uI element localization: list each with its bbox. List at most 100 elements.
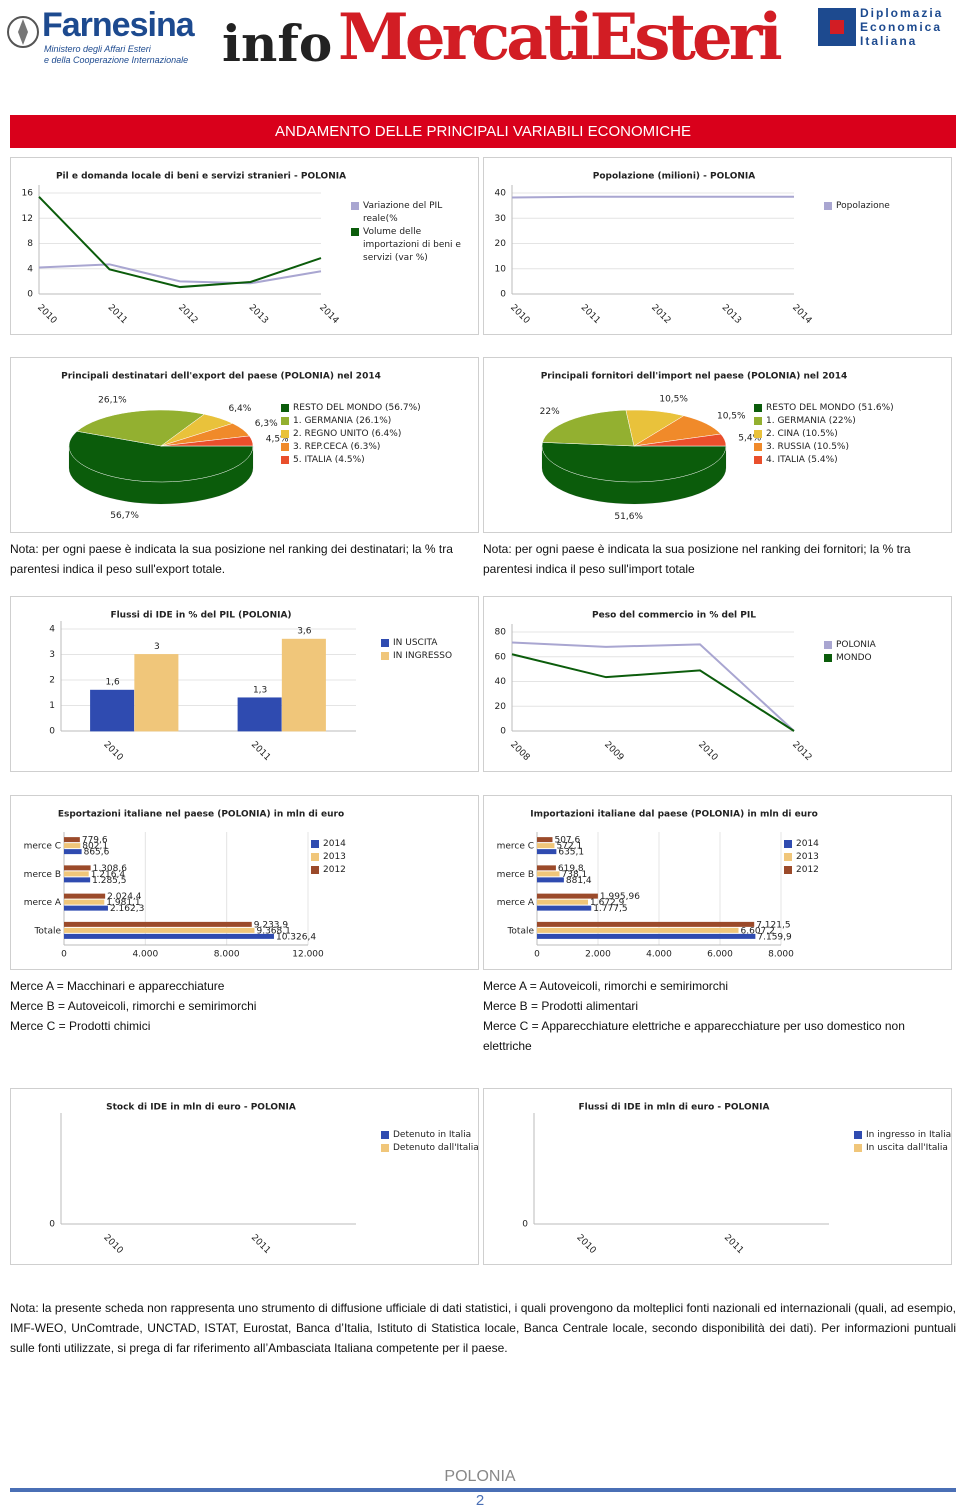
legend-swatch: [351, 228, 359, 236]
y-tick-label: 80: [495, 628, 507, 638]
x-tick-label: 2011: [722, 1233, 745, 1256]
x-tick-label: 0: [61, 950, 67, 960]
bar: [64, 877, 91, 883]
legend-label: MONDO: [836, 653, 872, 663]
data-label: 1.777,5: [593, 904, 627, 914]
y-tick-label: 4: [27, 264, 33, 274]
data-label: 6.607,2: [741, 926, 775, 936]
logo-right-line: Diplomazia: [860, 6, 944, 20]
legend-label: 3. REP.CECA (6.3%): [293, 442, 381, 452]
note: Merce A = Macchinari e apparecchiature M…: [10, 976, 470, 1036]
note-line: Merce A = Autoveicoli, rimorchi e semiri…: [483, 979, 729, 993]
footer-country: POLONIA: [444, 1468, 516, 1485]
pie-slice: [160, 435, 254, 447]
x-tick-label: 2010: [696, 740, 719, 763]
bar: [64, 905, 108, 911]
data-label: 2.162,3: [110, 904, 144, 914]
line-series: [511, 653, 795, 732]
legend-label: In ingresso in Italia: [866, 1130, 952, 1140]
x-tick-label: 2013: [247, 303, 270, 326]
legend: Popolazione: [824, 200, 949, 213]
legend-item: 2013: [784, 851, 864, 864]
legend-swatch: [754, 456, 762, 464]
x-tick-label: 12.000: [292, 950, 324, 960]
pie-slice: [76, 409, 205, 447]
line-series: [38, 196, 322, 289]
pie-slice: [68, 431, 254, 483]
bar: [64, 849, 82, 855]
note-line: Merce C = Prodotti chimici: [10, 1019, 151, 1033]
chart-title: Pil e domanda locale di beni e servizi s…: [56, 172, 346, 182]
data-label: 1.285,5: [92, 876, 126, 886]
legend: 2014 2013 2012: [311, 838, 391, 877]
pie-slice: [542, 409, 635, 447]
chart: Principali destinatari dell'export del p…: [61, 372, 381, 522]
chart: Esportazioni italiane nel paese (POLONIA…: [24, 810, 345, 960]
x-tick-label: 2011: [106, 303, 129, 326]
legend-swatch: [754, 443, 762, 451]
legend: In ingresso in Italia In uscita dall'Ital…: [854, 1129, 954, 1155]
data-label: 1.216,4: [91, 870, 126, 880]
chart: Stock di IDE in mln di euro - POLONIA 0 20…: [49, 1103, 356, 1256]
x-tick-label: 2010: [101, 740, 124, 763]
bar: [537, 843, 555, 849]
note: Nota: per ogni paese è indicata la sua p…: [483, 542, 911, 576]
chart-panel: Flussi di IDE in mln di euro - POLONIA 0 2…: [483, 1088, 952, 1265]
banner: ANDAMENTO DELLE PRINCIPALI VARIABILI ECO…: [10, 115, 956, 148]
legend-swatch: [854, 1131, 862, 1139]
legend-item: POLONIA: [824, 639, 949, 652]
x-tick-label: 2010: [101, 1233, 124, 1256]
y-tick-label: 0: [522, 1220, 528, 1230]
x-tick-label: 2012: [176, 303, 199, 326]
y-tick-label: 16: [22, 189, 34, 199]
data-label: 507,6: [554, 836, 580, 846]
logo-right: Diplomazia Economica Italiana: [860, 6, 943, 48]
legend-label: RESTO DEL MONDO (51.6%): [766, 403, 894, 413]
chart: Pil e domanda locale di beni e servizi s…: [22, 172, 347, 327]
brand: MercatiEsteri: [338, 0, 783, 75]
chart-panel: Peso del commercio in % del PIL 0 20 40 60 80…: [483, 596, 952, 772]
legend-item: 1. GERMANIA (22%): [754, 415, 944, 428]
chart-panel: Pil e domanda locale di beni e servizi s…: [10, 157, 479, 335]
legend: POLONIA MONDO: [824, 639, 949, 665]
footer-rule: [10, 1488, 956, 1492]
note-line: Merce B = Autoveicoli, rimorchi e semiri…: [10, 999, 257, 1013]
chart-title: Importazioni italiane dal paese (POLONIA…: [530, 810, 818, 820]
data-label: 9.368,1: [256, 926, 290, 936]
y-tick-label: 12: [22, 214, 33, 224]
legend-item: 5. ITALIA (4.5%): [281, 454, 471, 467]
legend: IN USCITA IN INGRESSO: [381, 637, 481, 663]
x-tick-label: 8.000: [768, 950, 794, 960]
legend-swatch: [824, 202, 832, 210]
y-tick-label: Totale: [506, 926, 534, 936]
data-label: 5,4%: [738, 433, 761, 443]
note-line: Merce C = Apparecchiature elettriche e a…: [483, 1019, 905, 1053]
legend-item: 3. REP.CECA (6.3%): [281, 441, 471, 454]
data-label: 26,1%: [98, 396, 127, 406]
legend-item: Popolazione: [824, 200, 949, 213]
line-series: [511, 641, 795, 732]
legend-item: MONDO: [824, 652, 949, 665]
legend-swatch: [311, 866, 319, 874]
data-label: 619,8: [558, 864, 584, 874]
legend-item: In ingresso in Italia: [854, 1129, 954, 1142]
x-tick-label: 2011: [249, 740, 272, 763]
legend-label: Variazione del PIL reale(%: [363, 201, 443, 224]
data-label: 6,3%: [255, 419, 278, 429]
chart-title: Stock di IDE in mln di euro - POLONIA: [106, 1103, 296, 1113]
data-label: 779,6: [82, 836, 108, 846]
legend-swatch: [854, 1144, 862, 1152]
chart-title: Flussi di IDE in % del PIL (POLONIA): [110, 611, 291, 621]
chart-title: Flussi di IDE in mln di euro - POLONIA: [579, 1103, 770, 1113]
legend-label: 5. ITALIA (4.5%): [293, 455, 365, 465]
note-line: Merce A = Macchinari e apparecchiature: [10, 979, 225, 993]
bar: [537, 871, 560, 877]
y-tick-label: 40: [495, 189, 507, 199]
data-label: 1.308,6: [93, 864, 128, 874]
legend-label: POLONIA: [836, 640, 876, 650]
logo-text: Farnesina: [42, 6, 195, 44]
legend: RESTO DEL MONDO (56.7%) 1. GERMANIA (26.1…: [281, 402, 471, 467]
legend-item: 2013: [311, 851, 391, 864]
legend-label: 2012: [796, 865, 819, 875]
